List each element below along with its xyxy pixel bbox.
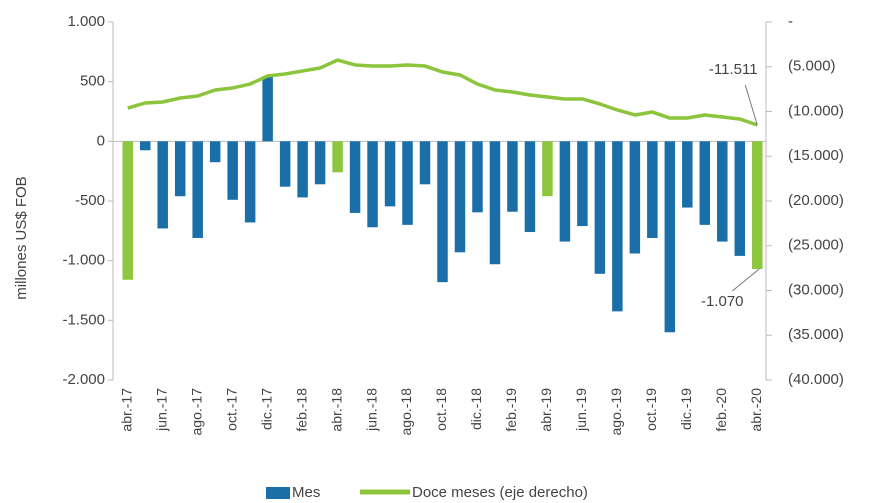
bar (122, 141, 133, 280)
bar (349, 141, 361, 213)
x-tick-label: abr.-19 (538, 388, 554, 432)
line (127, 58, 758, 127)
bar (542, 141, 553, 197)
bar (419, 141, 431, 185)
bar (577, 141, 588, 227)
bar (384, 141, 396, 207)
x-tick-label: dic.-18 (468, 388, 484, 430)
x-tick-label: dic.-17 (258, 388, 274, 430)
bar (717, 141, 728, 242)
bar (647, 141, 658, 238)
y-tick-label: -1.000 (62, 252, 105, 269)
y2-tick-label: (10.000) (788, 102, 844, 119)
bar (367, 141, 378, 228)
data-label: -11.511 (709, 61, 758, 78)
bar (279, 141, 291, 187)
bar (262, 76, 273, 142)
bar (209, 141, 221, 163)
y-tick-label: -1.500 (62, 311, 105, 328)
bar (139, 141, 151, 151)
bar (682, 141, 693, 208)
bar (524, 141, 536, 233)
y2-tick-label: (35.000) (788, 326, 844, 343)
x-tick-label: abr.-18 (328, 388, 344, 432)
bar (594, 141, 606, 274)
bar (244, 141, 256, 223)
legend-label: Doce meses (eje derecho) (412, 484, 588, 501)
legend-label: Mes (292, 484, 320, 501)
y-tick-label: -2.000 (62, 371, 105, 388)
x-tick-label: jun.-17 (153, 388, 169, 432)
x-tick-label: abr.-20 (748, 388, 764, 432)
y-tick-label: 500 (80, 73, 105, 90)
x-tick-label: feb.-18 (293, 388, 309, 432)
x-tick-label: jun.-18 (363, 388, 379, 432)
y2-tick-label: - (788, 13, 793, 30)
bar (734, 141, 746, 256)
x-tick-label: oct.-19 (643, 388, 659, 431)
bar (699, 141, 711, 225)
legend-swatch (266, 487, 290, 499)
bar (472, 141, 483, 213)
y2-tick-label: (40.000) (788, 371, 844, 388)
bar (664, 141, 676, 333)
bar (192, 141, 203, 238)
x-tick-label: ago.-18 (398, 388, 414, 436)
y-axis-label: millones US$ FOB (13, 176, 30, 299)
bar (507, 141, 518, 212)
bar (402, 141, 413, 225)
y2-tick-label: (5.000) (788, 58, 836, 75)
bar (332, 141, 343, 173)
x-tick-label: ago.-17 (188, 388, 204, 436)
bar (314, 141, 326, 185)
data-label: -1.070 (701, 293, 744, 310)
x-tick-label: feb.-19 (503, 388, 519, 432)
x-tick-label: feb.-20 (713, 388, 729, 432)
bar (752, 141, 763, 270)
y-tick-label: 0 (97, 132, 105, 149)
bar (174, 141, 186, 197)
leader-line (731, 268, 760, 292)
y2-tick-label: (15.000) (788, 147, 844, 164)
y2-tick-label: (20.000) (788, 192, 844, 209)
y-tick-label: 1.000 (67, 13, 105, 30)
x-tick-label: jun.-19 (573, 388, 589, 432)
x-tick-label: oct.-18 (433, 388, 449, 431)
x-tick-label: abr.-17 (118, 388, 134, 432)
x-tick-label: oct.-17 (223, 388, 239, 431)
bar (454, 141, 466, 253)
bar (629, 141, 641, 254)
bar (297, 141, 308, 198)
bar (559, 141, 571, 242)
bar (227, 141, 238, 200)
bar (489, 141, 501, 265)
y-tick-label: -500 (75, 192, 105, 209)
y2-tick-label: (30.000) (788, 281, 844, 298)
bar (437, 141, 448, 283)
y2-tick-label: (25.000) (788, 237, 844, 254)
bar (612, 141, 623, 312)
x-tick-label: dic.-19 (678, 388, 694, 430)
bar (157, 141, 168, 229)
x-tick-label: ago.-19 (608, 388, 624, 436)
leader-line (744, 84, 758, 126)
